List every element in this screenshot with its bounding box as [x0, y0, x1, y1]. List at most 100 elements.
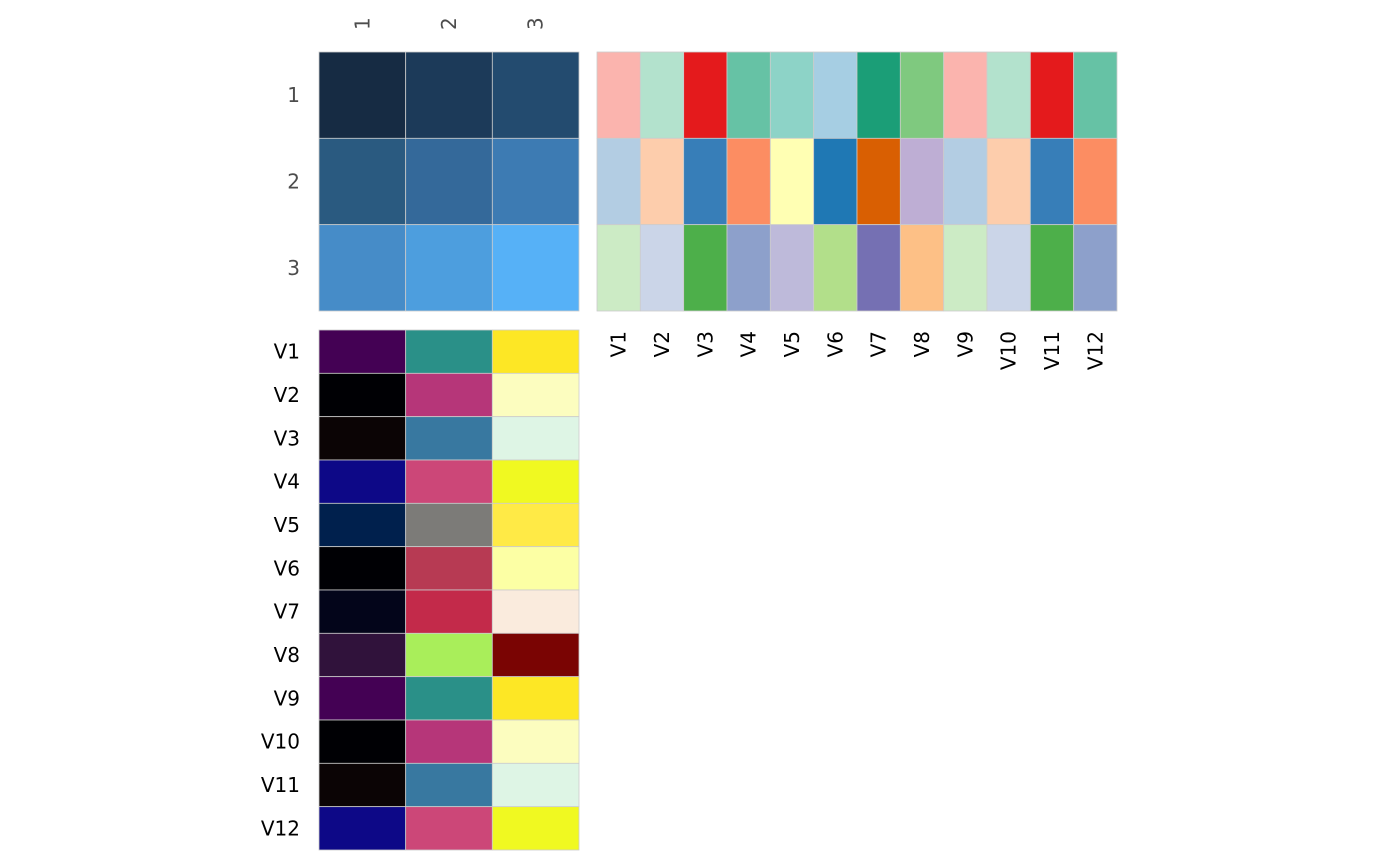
column-tick-label: V11	[1040, 331, 1064, 370]
heatmap-cell-r5-c2	[405, 502, 493, 548]
row-tick-label: V8	[274, 643, 300, 667]
heatmap-cell-r6-c3	[491, 546, 580, 591]
row-tick-label: V4	[274, 470, 300, 494]
heatmap-cell-r1-c4	[726, 51, 771, 139]
heatmap-cell-r3-c5	[769, 224, 815, 312]
heatmap-cell-r2-c3	[683, 137, 728, 226]
heatmap-cell-r7-c3	[491, 589, 580, 634]
column-tick-label: V12	[1083, 331, 1107, 370]
heatmap-cell-r3-c3	[683, 224, 728, 312]
heatmap-cell-r1-c7	[856, 51, 901, 139]
heatmap-cell-r2-c6	[813, 137, 858, 226]
heatmap-cell-r2-c1	[596, 137, 641, 226]
heatmap-cell-r2-c3	[491, 372, 580, 418]
heatmap-panel-top-left: 1 2 3 1 2 3	[287, 17, 580, 312]
heatmap-cell-r8-c3	[491, 632, 580, 678]
row-tick-label: V11	[261, 773, 300, 797]
row-tick-label: V3	[274, 426, 300, 450]
column-tick-label: V9	[953, 331, 977, 357]
heatmap-cell-r2-c3	[491, 137, 580, 226]
column-tick-label: 3	[524, 17, 548, 30]
heatmap-cell-r2-c2	[639, 137, 685, 226]
heatmap-cell-r7-c1	[318, 589, 407, 634]
heatmap-cell-r3-c6	[813, 224, 858, 312]
heatmap-cell-r3-c2	[639, 224, 685, 312]
heatmap-cell-r10-c1	[318, 719, 407, 764]
heatmap-cell-r3-c7	[856, 224, 901, 312]
heatmap-cell-r1-c2	[639, 51, 685, 139]
heatmap-cell-r3-c12	[1073, 224, 1118, 312]
heatmap-cell-r3-c2	[405, 224, 493, 312]
heatmap-cell-r10-c2	[405, 719, 493, 764]
row-tick-label: 2	[287, 170, 300, 194]
column-tick-label: V3	[693, 331, 717, 357]
row-tick-label: V2	[274, 383, 300, 407]
heatmap-cell-r3-c1	[318, 224, 407, 312]
heatmap-cell-r3-c10	[986, 224, 1031, 312]
column-tick-label: V5	[780, 331, 804, 357]
heatmap-cell-r1-c1	[318, 329, 407, 374]
heatmap-cell-r2-c4	[726, 137, 771, 226]
heatmap-cell-r2-c2	[405, 137, 493, 226]
row-tick-label: V5	[274, 513, 300, 537]
heatmap-cell-r3-c4	[726, 224, 771, 312]
column-tick-label: V2	[650, 331, 674, 357]
heatmap-cell-r12-c3	[491, 806, 580, 851]
heatmap-cell-r1-c2	[405, 51, 493, 139]
heatmap-cell-r2-c8	[899, 137, 945, 226]
heatmap-cell-r5-c3	[491, 502, 580, 548]
heatmap-cell-r4-c2	[405, 459, 493, 504]
heatmap-cell-r3-c3	[491, 224, 580, 312]
row-tick-label: V7	[274, 600, 300, 624]
heatmap-cell-r8-c2	[405, 632, 493, 678]
column-tick-label: V8	[910, 331, 934, 357]
heatmap-cell-r3-c9	[943, 224, 988, 312]
heatmap-cell-r2-c11	[1029, 137, 1075, 226]
row-tick-label: V10	[261, 730, 300, 754]
heatmap-cell-r12-c1	[318, 806, 407, 851]
heatmap-cell-r1-c6	[813, 51, 858, 139]
heatmap-cell-r7-c2	[405, 589, 493, 634]
heatmap-cell-r2-c12	[1073, 137, 1118, 226]
heatmap-panel-top-right: V1 V2 V3 V4 V5 V6 V7 V8 V9 V10 V11 V12	[596, 51, 1118, 370]
heatmap-cell-r3-c8	[899, 224, 945, 312]
heatmap-cell-r3-c2	[405, 416, 493, 461]
heatmap-cell-r1-c3	[491, 329, 580, 374]
column-tick-label: V7	[867, 331, 891, 357]
heatmap-cell-r8-c1	[318, 632, 407, 678]
heatmap-cell-r11-c2	[405, 762, 493, 808]
column-tick-label: V4	[737, 331, 761, 357]
heatmap-panel-bottom-left: V1 V2 V3 V4 V5 V6 V7 V8 V9 V10 V11 V12	[261, 329, 580, 851]
heatmap-cell-r1-c9	[943, 51, 988, 139]
heatmap-cell-r3-c11	[1029, 224, 1075, 312]
heatmap-cell-r9-c2	[405, 676, 493, 721]
row-tick-label: V6	[274, 556, 300, 580]
heatmap-cell-r2-c9	[943, 137, 988, 226]
row-tick-label: V9	[274, 686, 300, 710]
heatmap-cell-r1-c5	[769, 51, 815, 139]
heatmap-cell-r10-c3	[491, 719, 580, 764]
column-tick-label: V6	[823, 331, 847, 357]
heatmap-cell-r9-c3	[491, 676, 580, 721]
column-tick-label: V10	[997, 331, 1021, 370]
heatmap-cell-r2-c10	[986, 137, 1031, 226]
heatmap-cell-r11-c1	[318, 762, 407, 808]
column-tick-label: V1	[607, 331, 631, 357]
heatmap-cell-r11-c3	[491, 762, 580, 808]
row-tick-label: V12	[261, 816, 300, 840]
heatmap-cell-r4-c3	[491, 459, 580, 504]
heatmap-cell-r3-c1	[596, 224, 641, 312]
heatmap-cell-r1-c10	[986, 51, 1031, 139]
column-tick-label: 2	[437, 17, 461, 30]
heatmap-cell-r9-c1	[318, 676, 407, 721]
heatmap-cell-r2-c5	[769, 137, 815, 226]
heatmap-cell-r1-c12	[1073, 51, 1118, 139]
heatmap-cell-r3-c3	[491, 416, 580, 461]
heatmap-cell-r4-c1	[318, 459, 407, 504]
row-tick-label: V1	[274, 340, 300, 364]
heatmap-cell-r3-c1	[318, 416, 407, 461]
heatmap-cell-r1-c11	[1029, 51, 1075, 139]
heatmap-cell-r1-c3	[683, 51, 728, 139]
heatmap-cell-r6-c2	[405, 546, 493, 591]
